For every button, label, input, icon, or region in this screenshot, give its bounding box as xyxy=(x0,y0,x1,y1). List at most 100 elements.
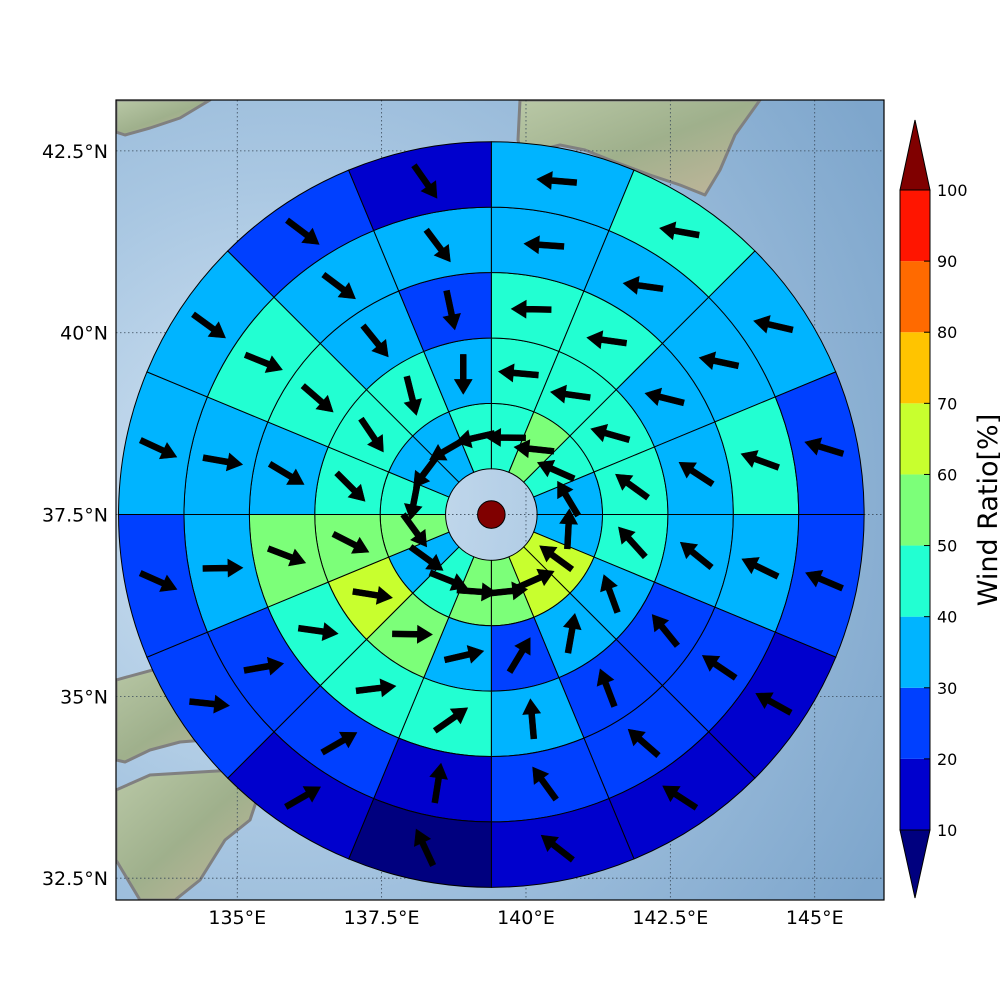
colorbar-bin xyxy=(900,758,930,830)
colorbar-tick-label: 40 xyxy=(937,608,957,627)
wind-arrow-ring1-16 xyxy=(455,429,496,449)
wind-arrow-ring3-13 xyxy=(267,461,305,485)
lat-tick-label: 40°N xyxy=(60,323,108,345)
map-frame xyxy=(115,99,885,901)
wind-arrow-ring1-3 xyxy=(536,459,576,482)
wind-arrow-ring4-14 xyxy=(243,351,283,373)
wind-arrow-ring1-5 xyxy=(559,508,579,550)
colorbar-label: Wind Ratio[%] xyxy=(973,414,1000,606)
wind-arrow-ring2-8 xyxy=(506,637,531,674)
wind-arrow-ring4-9 xyxy=(429,762,448,804)
wind-arrow-ring5-2 xyxy=(659,221,700,241)
wind-arrow-ring3-4 xyxy=(678,462,715,487)
wind-arrow-ring3-16 xyxy=(442,289,461,331)
wind-arrow-ring1-11 xyxy=(408,544,444,571)
colorbar-tick-label: 50 xyxy=(937,537,957,556)
wind-arrow-ring2-14 xyxy=(358,416,384,453)
lat-tick-label: 32.5°N xyxy=(42,868,108,890)
wind-arrow-ring2-9 xyxy=(443,645,485,664)
lat-tick-label: 35°N xyxy=(60,686,108,708)
lat-tick-label: 42.5°N xyxy=(42,141,108,163)
colorbar-bin xyxy=(900,190,930,262)
wind-arrow-ring5-13 xyxy=(138,437,178,460)
wind-arrow-ring5-10 xyxy=(284,786,322,810)
wind-arrow-ring2-10 xyxy=(392,624,433,644)
wind-arrow-ring5-1 xyxy=(536,171,578,190)
wind-arrow-ring4-2 xyxy=(622,275,664,295)
wind-arrow-ring2-3 xyxy=(590,423,631,444)
wind-arrow-ring4-15 xyxy=(321,271,356,300)
wind-arrow-ring1-4 xyxy=(557,480,582,518)
lon-tick-label: 135°E xyxy=(208,907,266,929)
wind-arrow-ring4-13 xyxy=(202,452,244,472)
wind-arrow-ring1-12 xyxy=(400,512,427,548)
wind-arrow-ring2-7 xyxy=(562,613,582,654)
latitude-tick-labels: 32.5°N 35°N 37.5°N 40°N 42.5°N xyxy=(42,141,108,890)
wind-arrow-ring4-11 xyxy=(243,656,285,676)
wind-arrow-ring2-12 xyxy=(331,530,370,554)
longitude-tick-labels: 135°E 137.5°E 140°E 142.5°E 145°E xyxy=(208,907,843,929)
wind-arrow-ring2-1 xyxy=(498,363,539,383)
wind-arrow-ring1-9 xyxy=(456,582,498,602)
wind-arrow-ring5-8 xyxy=(540,834,575,863)
wind-direction-arrows xyxy=(138,163,845,867)
colorbar-tick-label: 20 xyxy=(937,750,957,769)
wind-arrow-ring3-1 xyxy=(510,299,552,319)
wind-arrow-ring5-5 xyxy=(805,569,844,592)
wind-arrow-ring5-14 xyxy=(191,311,226,339)
wind-arrow-ring2-6 xyxy=(600,574,621,614)
wind-arrow-ring1-8 xyxy=(487,581,529,601)
wind-arrow-ring4-4 xyxy=(740,450,780,471)
wind-arrow-ring3-9 xyxy=(432,707,469,734)
wind-arrow-ring4-5 xyxy=(741,557,780,580)
wind-arrow-ring3-11 xyxy=(297,622,339,641)
wind-arrow-ring5-4 xyxy=(804,437,845,457)
wind-arrow-ring5-12 xyxy=(138,570,178,592)
wind-arrow-ring4-6 xyxy=(701,655,738,681)
wind-arrow-ring1-2 xyxy=(513,439,555,459)
wind-arrow-ring4-10 xyxy=(320,731,358,756)
colorbar-bin xyxy=(900,545,930,617)
wind-arrow-ring4-7 xyxy=(627,728,661,759)
wind-arrow-ring5-15 xyxy=(285,217,320,245)
colorbar-tick-label: 30 xyxy=(937,679,957,698)
lon-tick-label: 140°E xyxy=(497,907,555,929)
colorbar-bin xyxy=(900,616,930,688)
wind-arrow-ring4-1 xyxy=(523,235,565,255)
wind-arrow-ring2-16 xyxy=(453,354,473,395)
wind-arrow-ring5-11 xyxy=(189,694,230,714)
colorbar-bin xyxy=(900,687,930,759)
wind-arrow-ring2-5 xyxy=(618,526,648,560)
wind-arrow-ring4-3 xyxy=(698,351,740,370)
colorbar: 10 20 30 40 50 60 70 80 90 100 xyxy=(899,119,968,899)
colorbar-bin xyxy=(900,332,930,404)
wind-arrow-ring3-2 xyxy=(586,330,628,350)
colorbar-tick-label: 60 xyxy=(937,465,957,484)
wind-arrow-ring2-4 xyxy=(615,473,650,501)
colorbar-frame xyxy=(899,189,931,831)
colorbar-tick-label: 80 xyxy=(937,323,957,342)
colorbar-bin xyxy=(900,403,930,475)
colorbar-tick-label: 70 xyxy=(937,394,957,413)
wind-arrow-ring3-7 xyxy=(596,668,618,708)
lon-tick-label: 145°E xyxy=(786,907,844,929)
colorbar-under-extension xyxy=(899,829,931,899)
wind-arrow-ring3-15 xyxy=(360,323,389,358)
lat-tick-label: 37.5°N xyxy=(42,505,108,527)
wind-arrow-ring2-13 xyxy=(334,470,366,502)
wind-arrow-ring3-12 xyxy=(266,545,307,567)
colorbar-over-extension xyxy=(899,119,931,191)
wind-arrow-ring4-16 xyxy=(423,227,451,263)
wind-arrow-ring5-3 xyxy=(753,315,794,334)
colorbar-tick-label: 100 xyxy=(937,181,968,200)
wind-arrow-ring3-8 xyxy=(522,698,542,740)
colorbar-tick-label: 10 xyxy=(937,821,957,840)
wind-arrow-ring2-2 xyxy=(549,384,591,404)
wind-arrow-ring3-5 xyxy=(679,541,714,571)
wind-arrow-ring5-16 xyxy=(411,163,438,199)
wind-arrow-ring2-11 xyxy=(352,586,393,605)
wind-arrow-ring1-6 xyxy=(539,545,575,573)
lon-tick-label: 137.5°E xyxy=(344,907,420,929)
lon-tick-label: 142.5°E xyxy=(632,907,708,929)
wind-arrow-ring3-14 xyxy=(300,383,334,413)
